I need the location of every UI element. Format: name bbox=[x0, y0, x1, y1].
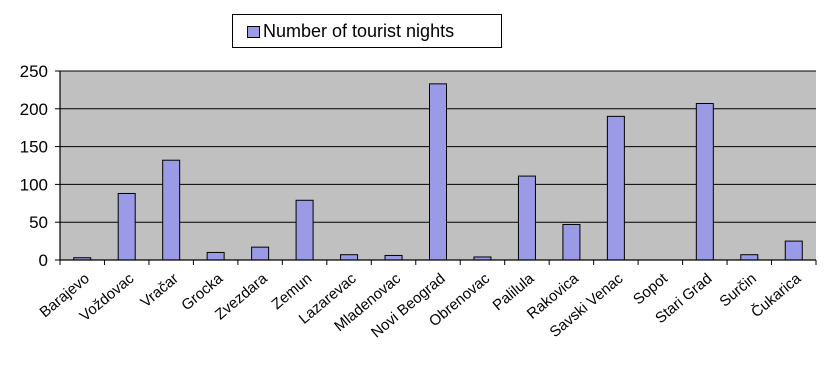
axes bbox=[59, 71, 816, 261]
x-tick-label: Vračar bbox=[137, 270, 181, 311]
legend-swatch bbox=[247, 26, 260, 38]
bar bbox=[162, 159, 181, 261]
bar bbox=[206, 251, 225, 261]
y-tick-label: 250 bbox=[20, 62, 48, 81]
y-tick-label: 100 bbox=[20, 175, 48, 194]
bar bbox=[606, 115, 625, 261]
bar bbox=[740, 254, 759, 261]
bar bbox=[384, 254, 403, 261]
bar bbox=[562, 223, 581, 261]
y-tick-labels: 0 50 100 150 200 250 bbox=[20, 62, 48, 270]
y-tick-label: 0 bbox=[39, 251, 48, 270]
y-tick-label: 200 bbox=[20, 100, 48, 119]
legend: Number of tourist nights bbox=[232, 14, 502, 48]
bar bbox=[784, 240, 803, 261]
y-tick-label: 150 bbox=[20, 138, 48, 157]
bar bbox=[251, 246, 270, 261]
bar bbox=[117, 192, 136, 261]
bar bbox=[517, 175, 536, 261]
bar bbox=[340, 254, 359, 261]
legend-label: Number of tourist nights bbox=[263, 21, 455, 41]
y-tick-label: 50 bbox=[29, 213, 48, 232]
x-tick-label: Čukarica bbox=[748, 270, 805, 321]
bar bbox=[295, 199, 314, 261]
bar bbox=[695, 103, 714, 261]
bar bbox=[429, 83, 447, 261]
bars bbox=[59, 83, 817, 265]
